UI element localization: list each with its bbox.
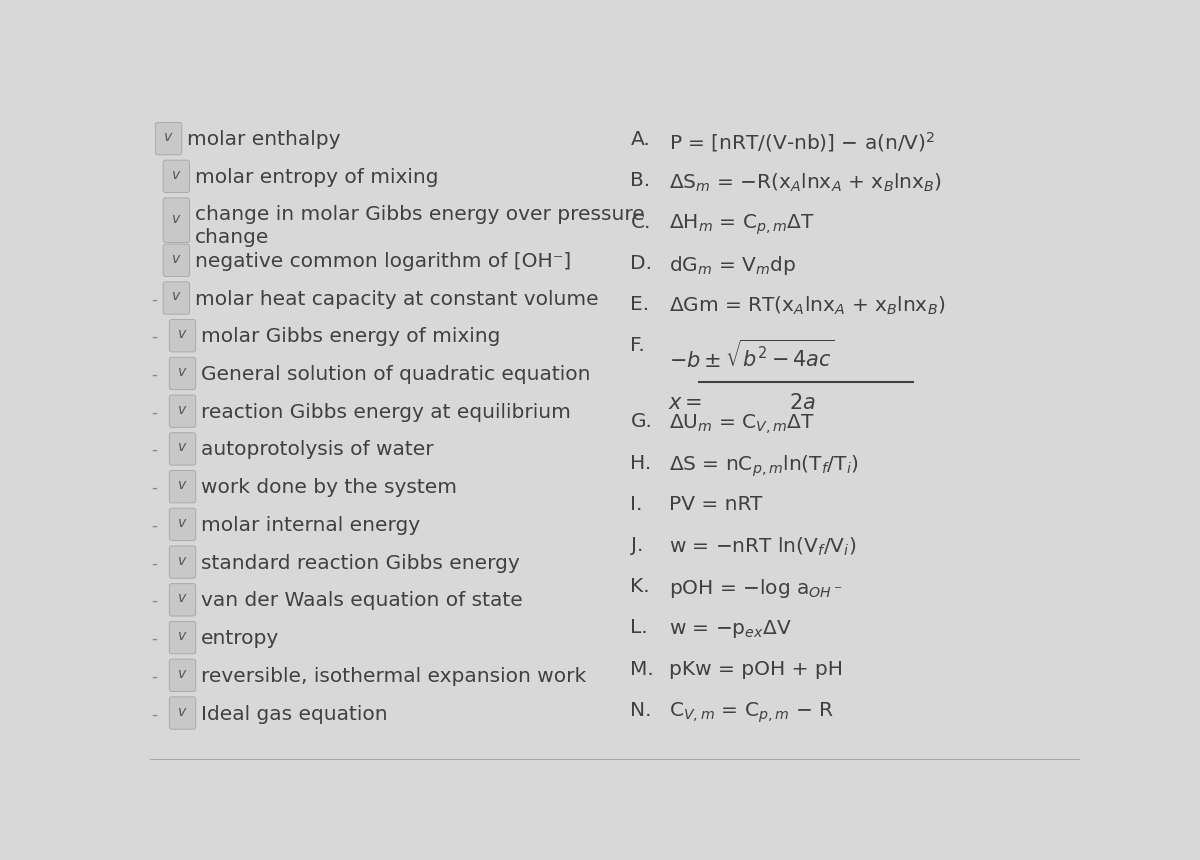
- Text: -: -: [151, 555, 157, 573]
- FancyBboxPatch shape: [163, 244, 190, 276]
- FancyBboxPatch shape: [169, 357, 196, 390]
- Text: v: v: [164, 130, 173, 144]
- Text: $\Delta$Gm = RT(x$_A$lnx$_A$ + x$_B$lnx$_B$): $\Delta$Gm = RT(x$_A$lnx$_A$ + x$_B$lnx$…: [670, 295, 946, 317]
- Text: K.: K.: [630, 577, 650, 596]
- Text: autoprotolysis of water: autoprotolysis of water: [202, 440, 433, 459]
- Text: E.: E.: [630, 295, 649, 314]
- Text: C$_{V,m}$ = C$_{p,m}$ $-$ R: C$_{V,m}$ = C$_{p,m}$ $-$ R: [670, 701, 834, 725]
- Text: reversible, isothermal expansion work: reversible, isothermal expansion work: [202, 666, 587, 685]
- Text: -: -: [151, 517, 157, 535]
- Text: w = $-$nRT ln(V$_f$/V$_i$): w = $-$nRT ln(V$_f$/V$_i$): [670, 536, 857, 558]
- Text: General solution of quadratic equation: General solution of quadratic equation: [202, 365, 590, 384]
- Text: J.: J.: [630, 536, 643, 555]
- Text: -: -: [151, 291, 157, 309]
- Text: v: v: [173, 252, 180, 266]
- Text: $\Delta$S$_m$ = $-$R(x$_A$lnx$_A$ + x$_B$lnx$_B$): $\Delta$S$_m$ = $-$R(x$_A$lnx$_A$ + x$_B…: [670, 171, 942, 194]
- Text: v: v: [179, 478, 187, 492]
- Text: v: v: [179, 440, 187, 454]
- Text: v: v: [179, 704, 187, 718]
- Text: $\Delta$U$_m$ = C$_{V,m}$$\Delta$T: $\Delta$U$_m$ = C$_{V,m}$$\Delta$T: [670, 412, 815, 436]
- Text: molar heat capacity at constant volume: molar heat capacity at constant volume: [194, 290, 599, 309]
- FancyBboxPatch shape: [169, 622, 196, 654]
- Text: $\Delta$S = nC$_{p,m}$ln(T$_f$/T$_i$): $\Delta$S = nC$_{p,m}$ln(T$_f$/T$_i$): [670, 453, 859, 479]
- Text: F.: F.: [630, 336, 646, 355]
- Text: -: -: [151, 366, 157, 384]
- Text: L.: L.: [630, 618, 648, 637]
- FancyBboxPatch shape: [169, 697, 196, 729]
- Text: C.: C.: [630, 212, 650, 231]
- Text: v: v: [179, 402, 187, 416]
- Text: -: -: [151, 667, 157, 685]
- Text: pOH = $-$log a$_{OH^-}$: pOH = $-$log a$_{OH^-}$: [670, 577, 842, 600]
- Text: v: v: [179, 592, 187, 605]
- Text: negative common logarithm of [OH⁻]: negative common logarithm of [OH⁻]: [194, 252, 571, 271]
- Text: -: -: [151, 441, 157, 459]
- Text: -: -: [151, 630, 157, 648]
- FancyBboxPatch shape: [169, 320, 196, 352]
- Text: -: -: [151, 328, 157, 346]
- Text: -: -: [151, 705, 157, 723]
- Text: molar Gibbs energy of mixing: molar Gibbs energy of mixing: [202, 328, 500, 347]
- FancyBboxPatch shape: [169, 546, 196, 578]
- FancyBboxPatch shape: [169, 659, 196, 691]
- Text: D.: D.: [630, 254, 653, 273]
- FancyBboxPatch shape: [169, 584, 196, 616]
- Text: molar enthalpy: molar enthalpy: [187, 130, 341, 149]
- Text: change: change: [194, 228, 269, 247]
- Text: v: v: [179, 629, 187, 643]
- Text: w = $-$p$_{ex}$$\Delta$V: w = $-$p$_{ex}$$\Delta$V: [670, 618, 792, 641]
- Text: $-b \pm \sqrt{b^2 - 4ac}$: $-b \pm \sqrt{b^2 - 4ac}$: [670, 340, 835, 372]
- Text: v: v: [179, 666, 187, 681]
- Text: change in molar Gibbs energy over pressure: change in molar Gibbs energy over pressu…: [194, 205, 644, 224]
- Text: v: v: [179, 554, 187, 568]
- Text: molar internal energy: molar internal energy: [202, 516, 420, 535]
- Text: v: v: [173, 290, 180, 304]
- Text: dG$_m$ = V$_m$dp: dG$_m$ = V$_m$dp: [670, 254, 797, 277]
- FancyBboxPatch shape: [163, 282, 190, 314]
- Text: v: v: [173, 168, 180, 181]
- Text: -: -: [151, 593, 157, 610]
- FancyBboxPatch shape: [169, 395, 196, 427]
- Text: PV = nRT: PV = nRT: [670, 494, 763, 513]
- Text: -: -: [151, 403, 157, 421]
- Text: $2a$: $2a$: [790, 393, 816, 413]
- Text: molar entropy of mixing: molar entropy of mixing: [194, 168, 438, 187]
- FancyBboxPatch shape: [169, 433, 196, 465]
- Text: B.: B.: [630, 171, 650, 190]
- FancyBboxPatch shape: [169, 508, 196, 541]
- Text: I.: I.: [630, 494, 643, 513]
- Text: M.: M.: [630, 660, 654, 679]
- Text: $x =$: $x =$: [667, 393, 702, 413]
- Text: v: v: [179, 327, 187, 341]
- Text: pKw = pOH + pH: pKw = pOH + pH: [670, 660, 844, 679]
- Text: P = [nRT/(V-nb)] $-$ a(n/V)$^2$: P = [nRT/(V-nb)] $-$ a(n/V)$^2$: [670, 130, 936, 154]
- Text: Ideal gas equation: Ideal gas equation: [202, 704, 388, 723]
- FancyBboxPatch shape: [163, 198, 190, 243]
- Text: $\Delta$H$_m$ = C$_{p,m}$$\Delta$T: $\Delta$H$_m$ = C$_{p,m}$$\Delta$T: [670, 212, 815, 237]
- FancyBboxPatch shape: [156, 122, 181, 155]
- Text: entropy: entropy: [202, 630, 280, 648]
- Text: reaction Gibbs energy at equilibrium: reaction Gibbs energy at equilibrium: [202, 402, 571, 421]
- Text: v: v: [179, 516, 187, 530]
- Text: work done by the system: work done by the system: [202, 478, 457, 497]
- Text: v: v: [179, 365, 187, 379]
- Text: -: -: [151, 479, 157, 497]
- Text: standard reaction Gibbs energy: standard reaction Gibbs energy: [202, 554, 520, 573]
- Text: G.: G.: [630, 412, 653, 432]
- Text: H.: H.: [630, 453, 652, 472]
- Text: v: v: [173, 212, 180, 225]
- Text: N.: N.: [630, 701, 652, 720]
- Text: van der Waals equation of state: van der Waals equation of state: [202, 592, 523, 611]
- FancyBboxPatch shape: [169, 470, 196, 503]
- FancyBboxPatch shape: [163, 160, 190, 193]
- Text: A.: A.: [630, 130, 650, 149]
